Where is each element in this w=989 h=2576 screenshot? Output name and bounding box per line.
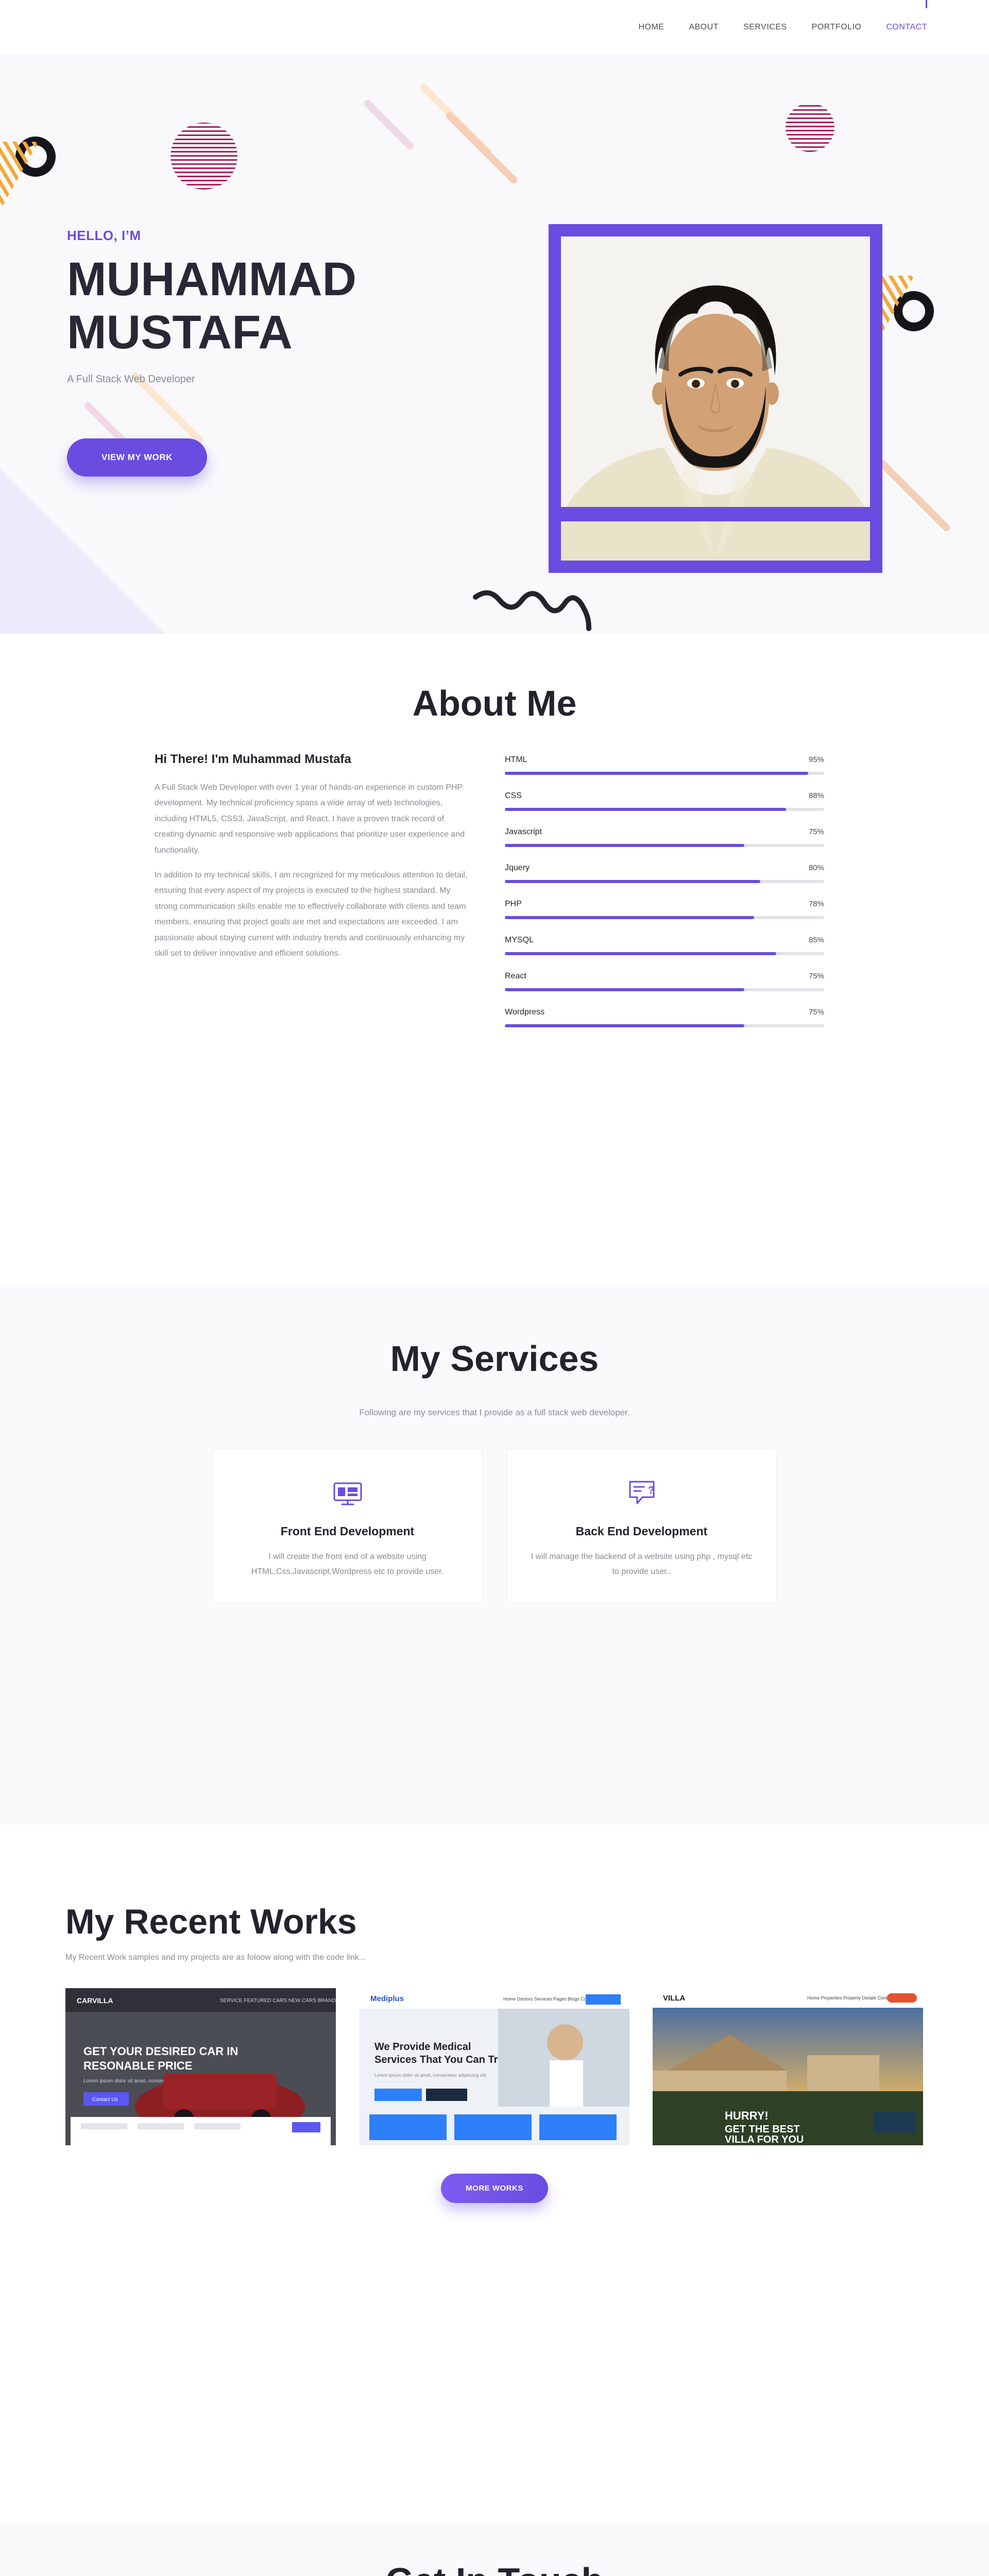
svg-text:Lorem ipsum dolor sit amet, co: Lorem ipsum dolor sit amet, consectetur … (374, 2073, 487, 2078)
svg-text:CARVILLA: CARVILLA (77, 1996, 113, 2005)
svg-text:VILLA: VILLA (663, 1994, 685, 2003)
svg-text:?: ? (648, 1485, 654, 1496)
svg-text:Contact Us: Contact Us (92, 2097, 117, 2103)
svg-text:GET YOUR DESIRED CAR IN: GET YOUR DESIRED CAR IN (83, 2045, 238, 2058)
svg-text:Home Properties Property Det: Home Properties Property Details Contact… (807, 1995, 901, 2001)
svg-text:Mediplus: Mediplus (370, 1994, 404, 2003)
svg-text:RESONABLE PRICE: RESONABLE PRICE (83, 2059, 192, 2072)
svg-text:VILLA FOR YOU: VILLA FOR YOU (725, 2134, 804, 2145)
svg-text:GET THE BEST: GET THE BEST (725, 2124, 800, 2135)
svg-text:Services That You Can Trust!: Services That You Can Trust! (374, 2054, 517, 2065)
svg-text:SERVICE FEATURED CARS NEW: SERVICE FEATURED CARS NEW CARS BRANDS CO… (220, 1998, 336, 2004)
svg-text:HURRY!: HURRY! (725, 2109, 769, 2122)
svg-text:We Provide Medical: We Provide Medical (374, 2041, 471, 2053)
